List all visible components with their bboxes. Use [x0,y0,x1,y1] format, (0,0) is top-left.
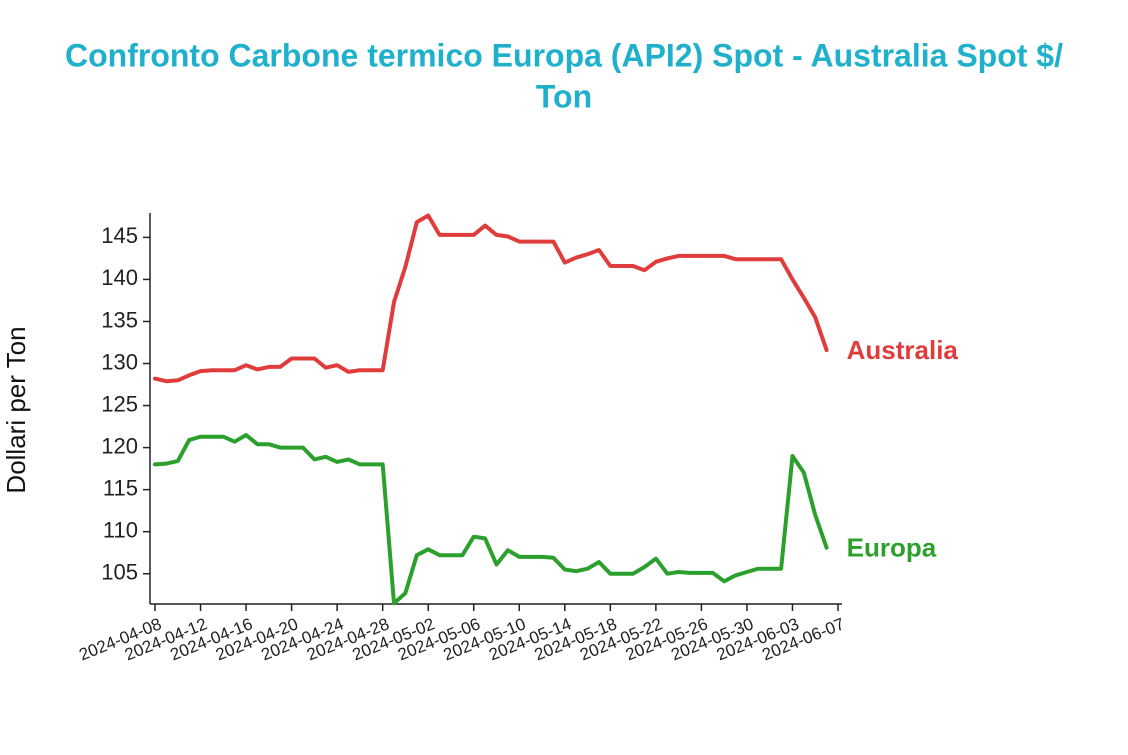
legend-label: Australia [847,335,959,365]
chart-title: Ton [536,78,592,114]
y-tick-label: 140 [101,265,138,290]
legend-label: Europa [847,533,937,563]
chart-title: Confronto Carbone termico Europa (API2) … [65,37,1063,73]
series-line [153,433,829,606]
y-tick-label: 125 [101,391,138,416]
y-tick-label: 105 [101,560,138,585]
series-line [153,213,829,384]
y-tick-label: 120 [101,433,138,458]
y-axis-label: Dollari per Ton [1,326,31,493]
y-tick-label: 135 [101,307,138,332]
y-tick-label: 130 [101,349,138,374]
y-tick-label: 115 [103,475,138,500]
y-tick-label: 110 [103,517,138,542]
y-tick-label: 145 [101,223,138,248]
